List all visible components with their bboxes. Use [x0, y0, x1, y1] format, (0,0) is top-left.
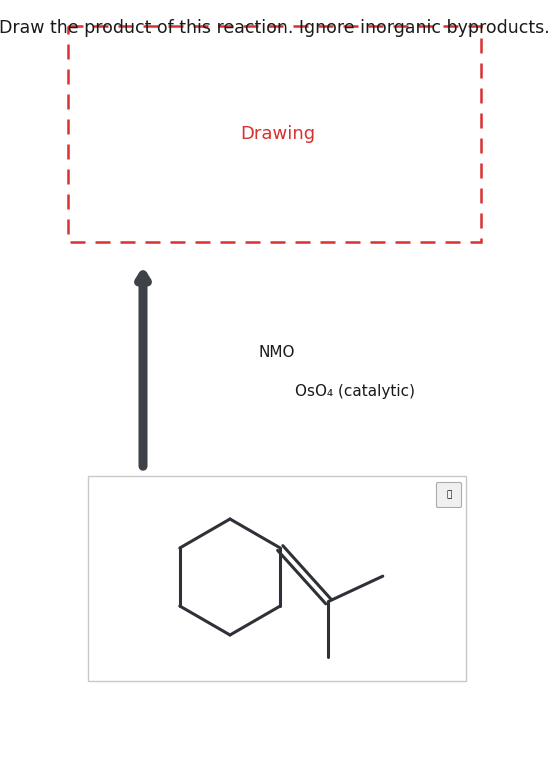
Bar: [88, 476, 466, 681]
Text: Draw the product of this reaction. Ignore inorganic byproducts.: Draw the product of this reaction. Ignor…: [0, 19, 549, 37]
FancyBboxPatch shape: [436, 482, 462, 507]
Text: NMO: NMO: [258, 344, 294, 360]
Text: OsO₄ (catalytic): OsO₄ (catalytic): [295, 383, 415, 398]
Text: Drawing: Drawing: [240, 125, 316, 143]
Text: 🔍: 🔍: [446, 491, 452, 499]
Bar: [68, 26, 481, 242]
